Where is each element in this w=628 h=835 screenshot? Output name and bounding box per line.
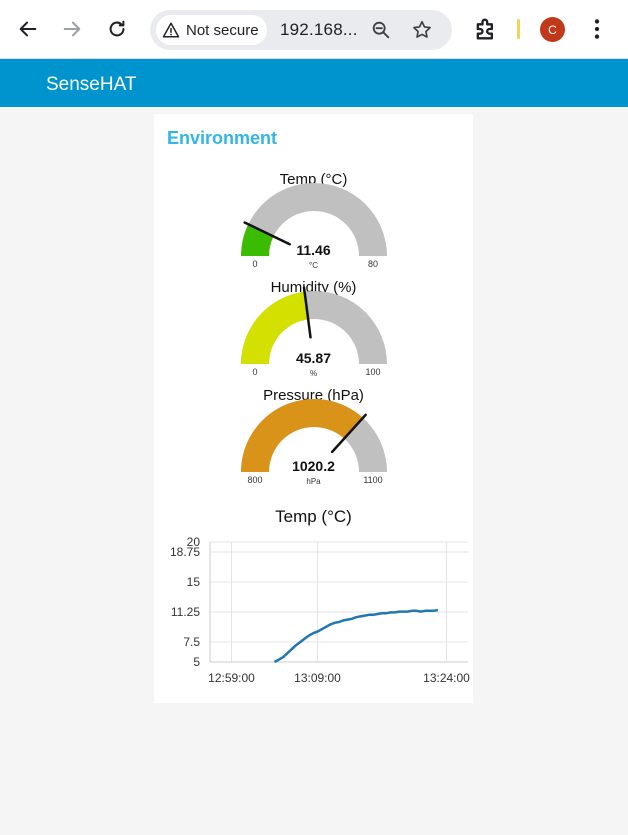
chart-title: Temp (°C): [275, 507, 352, 526]
group-title: Environment: [167, 128, 278, 148]
gauge-needle: [330, 413, 367, 454]
warning-icon: [162, 22, 180, 38]
y-tick-label: 7.5: [183, 635, 200, 649]
gauge-dial: [241, 183, 387, 256]
kebab-menu-icon[interactable]: [584, 15, 610, 43]
app-header: SenseHAT: [0, 59, 628, 107]
security-label: Not secure: [186, 21, 259, 39]
extensions-icon[interactable]: [472, 15, 500, 43]
gauge-min-label: 800: [247, 475, 263, 485]
gauge-dial: [241, 399, 387, 472]
gauge-unit: %: [309, 369, 318, 378]
x-tick-label: 13:24:00: [423, 671, 470, 685]
temp-series-line: [273, 608, 439, 664]
forward-arrow-icon[interactable]: [58, 15, 86, 43]
zoom-out-icon[interactable]: [370, 19, 392, 41]
reload-icon[interactable]: [103, 15, 131, 43]
gauge-max-label: 1100: [363, 475, 383, 485]
gauge-title: Pressure (hPa): [263, 387, 364, 404]
y-tick-label: 15: [187, 575, 201, 589]
url-text[interactable]: 192.168...: [280, 20, 358, 39]
y-tick-label: 11.25: [171, 605, 200, 619]
gauge-min-label: 0: [252, 367, 258, 377]
toolbar-divider: [517, 19, 520, 39]
gauge-value: 1020.2: [292, 458, 335, 474]
x-tick-label: 12:59:00: [208, 671, 255, 685]
gauge-max-label: 100: [365, 367, 381, 377]
temp-gauge: Temp (°C) 11.46 °C 0 80: [154, 171, 473, 279]
browser-toolbar: Not secure 192.168... C: [0, 0, 628, 59]
profile-avatar[interactable]: C: [540, 17, 565, 42]
gauge-fill: [241, 291, 309, 364]
humidity-gauge: Humidity (%) 45.87 % 0 100: [154, 279, 473, 387]
gauge-value: 45.87: [295, 350, 332, 366]
app-title: SenseHAT: [46, 74, 137, 95]
address-bar[interactable]: Not secure 192.168...: [150, 10, 452, 50]
y-tick-label: 20: [187, 535, 201, 549]
gauge-needle: [243, 221, 291, 246]
gauge-max-label: 80: [367, 259, 378, 269]
back-arrow-icon[interactable]: [14, 15, 42, 43]
gauge-needle: [302, 286, 312, 339]
gauge-unit: °C: [309, 261, 318, 270]
gauge-fill: [241, 399, 363, 472]
star-icon[interactable]: [411, 19, 433, 41]
environment-group: Environment Temp (°C) 11.46 °C 0 80 Humi…: [154, 114, 473, 703]
gauge-fill: [241, 224, 274, 256]
gauge-track: [241, 183, 387, 256]
gauge-min-label: 0: [252, 259, 258, 269]
y-tick-label: 5: [193, 655, 200, 669]
pressure-gauge: Pressure (hPa) 1020.2 hPa 800 1100: [154, 387, 473, 495]
x-tick-label: 13:09:00: [294, 671, 341, 685]
site-info-chip[interactable]: Not secure: [156, 15, 267, 45]
gauge-dial: [241, 286, 387, 364]
gauge-title: Temp (°C): [279, 171, 348, 188]
y-tick-label: 18.75: [170, 545, 200, 559]
gauge-value: 11.46: [296, 242, 331, 258]
gauge-unit: hPa: [306, 477, 321, 486]
gauge-title: Humidity (%): [270, 279, 357, 296]
